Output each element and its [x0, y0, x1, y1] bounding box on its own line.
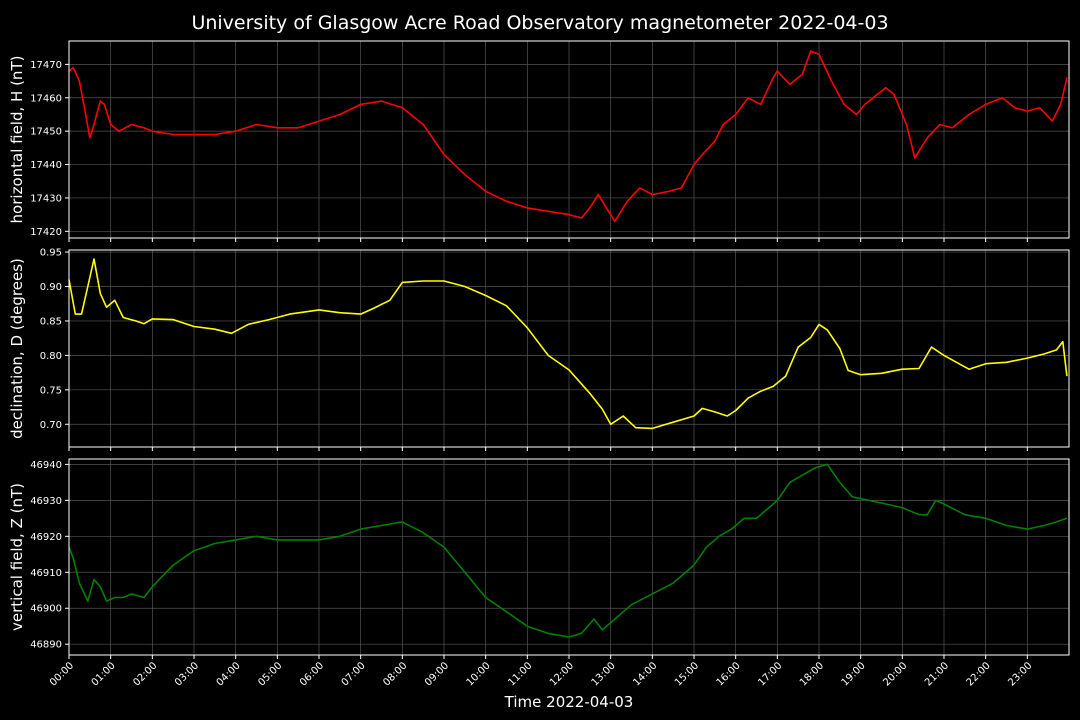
- panel-3: 46890 46900 46910 46920 46930 46940 vertical f…: [8, 458, 1070, 659]
- chart-title: University of Glasgow Acre Road Observat…: [191, 12, 888, 34]
- y-tick-label: 17440: [30, 160, 62, 171]
- axes-frame: [68, 458, 1070, 656]
- y-tick-label: 0.70: [40, 420, 62, 431]
- y-axis-label: vertical field, Z (nT): [8, 483, 26, 631]
- y-tick-label: 0.80: [40, 351, 62, 362]
- y-tick-label: 17460: [30, 93, 62, 104]
- y-tick-label: 46920: [30, 532, 62, 543]
- y-tick-label: 46910: [30, 568, 62, 579]
- axes-frame: [68, 249, 1070, 448]
- y-tick-label: 0.85: [40, 316, 62, 327]
- y-tick-label: 46900: [30, 604, 62, 615]
- y-axis-label: horizontal field, H (nT): [8, 56, 26, 224]
- y-tick-label: 17430: [30, 193, 62, 204]
- y-tick-label: 46890: [30, 640, 62, 651]
- y-tick-label: 46930: [30, 496, 62, 507]
- series-line: [68, 258, 1068, 430]
- series-line: [68, 463, 1068, 638]
- y-tick-label: 17450: [30, 127, 62, 138]
- y-tick-label: 0.95: [40, 248, 62, 259]
- panel-2: 0.70 0.75 0.80 0.85 0.90 0.95 declination, D (…: [8, 248, 1070, 451]
- y-tick-label: 17470: [30, 60, 62, 71]
- series-line: [68, 50, 1068, 223]
- axes-frame: [68, 40, 1070, 239]
- panel-1: 17420 17430 17440 17450 17460 17470 horizontal…: [8, 40, 1070, 242]
- x-axis-label: Time 2022-04-03: [504, 693, 634, 711]
- y-tick-label: 46940: [30, 460, 62, 471]
- y-tick-label: 0.75: [40, 385, 62, 396]
- y-axis-label: declination, D (degrees): [8, 258, 26, 439]
- y-tick-label: 17420: [30, 227, 62, 238]
- y-tick-label: 0.90: [40, 282, 62, 293]
